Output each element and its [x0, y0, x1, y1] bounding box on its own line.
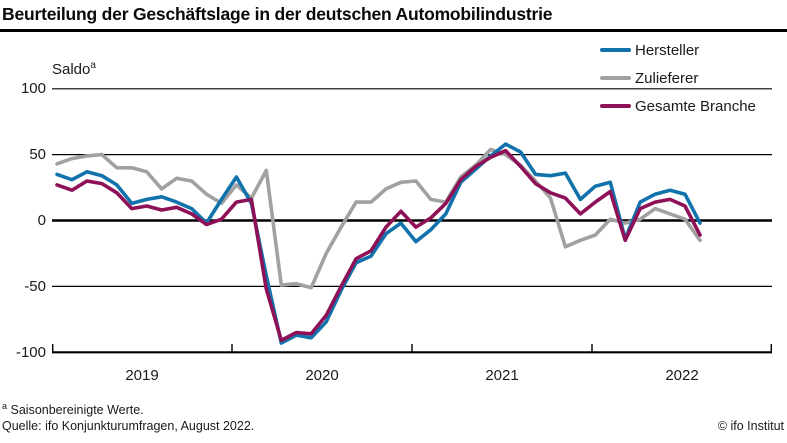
x-tick-2022: 2022: [665, 367, 699, 384]
copyright: © ifo Institut: [717, 419, 784, 433]
y-axis-label: Saldoa: [52, 60, 96, 78]
legend: Hersteller Zulieferer Gesamte Branche: [600, 41, 756, 115]
legend-item-gesamte-branche: Gesamte Branche: [600, 97, 756, 115]
x-tick-2021: 2021: [485, 367, 519, 384]
y-tick-neg-50: -50: [24, 278, 46, 295]
x-tick-2019: 2019: [125, 367, 159, 384]
x-tick-2020: 2020: [305, 367, 339, 384]
series-line-gesamte-branche: [55, 148, 702, 343]
legend-label-gesamte-branche: Gesamte Branche: [635, 97, 756, 115]
legend-item-hersteller: Hersteller: [600, 41, 756, 59]
series-line-zulieferer: [55, 147, 702, 290]
footnote-marker: a: [2, 401, 8, 411]
y-tick-0: 0: [37, 212, 46, 229]
legend-label-hersteller: Hersteller: [635, 41, 700, 59]
footnote-source: Quelle: ifo Konjunkturumfragen, August 2…: [2, 419, 255, 433]
y-tick-100: 100: [20, 80, 46, 97]
title-rule: [0, 29, 787, 32]
legend-label-zulieferer: Zulieferer: [635, 69, 699, 87]
series-line-hersteller: [55, 142, 702, 345]
data-series: [55, 142, 702, 345]
legend-line-swatch-zulieferer-icon: [600, 76, 631, 80]
page-title: Beurteilung der Geschäftslage in der deu…: [2, 4, 553, 24]
x-axis-ticks: [52, 344, 772, 352]
footnote-note: a Saisonbereinigte Werte.: [2, 401, 144, 418]
y-axis-label-superscript: a: [90, 60, 96, 71]
legend-line-swatch-gesamte-branche-icon: [600, 104, 631, 108]
legend-line-swatch-hersteller-icon: [600, 48, 631, 52]
legend-item-zulieferer: Zulieferer: [600, 69, 756, 87]
y-tick-neg-100: -100: [15, 344, 46, 361]
y-tick-50: 50: [29, 146, 46, 163]
